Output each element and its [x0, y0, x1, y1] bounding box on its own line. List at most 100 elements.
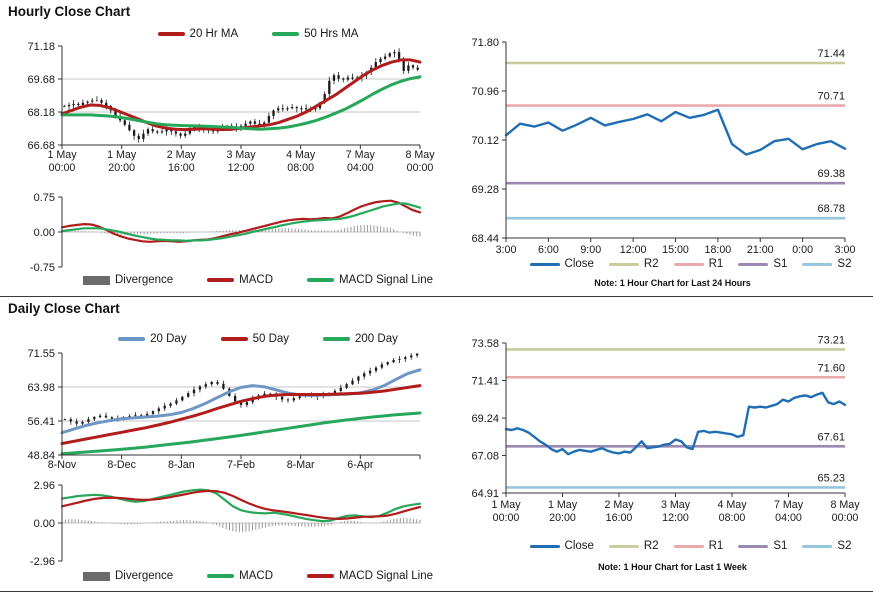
section-divider [0, 296, 873, 297]
legend-item: MACD [207, 570, 273, 582]
svg-text:8 May: 8 May [830, 499, 860, 511]
legend-item: R2 [608, 540, 659, 552]
svg-text:70.12: 70.12 [471, 135, 499, 147]
svg-text:00:00: 00:00 [832, 512, 859, 524]
legend-item: MACD Signal Line [307, 274, 433, 286]
legend-line-swatch-icon [738, 544, 769, 548]
legend-label: MACD Signal Line [339, 570, 433, 582]
svg-text:8-Mar: 8-Mar [287, 459, 315, 471]
svg-text:70.96: 70.96 [471, 86, 499, 98]
legend-label: S2 [837, 540, 852, 552]
legend-line-swatch-icon [118, 337, 146, 341]
svg-text:7 May: 7 May [774, 499, 804, 511]
legend-line-swatch-icon [323, 337, 351, 341]
svg-text:70.71: 70.71 [817, 91, 845, 103]
svg-text:8-Dec: 8-Dec [107, 459, 136, 471]
legend-item: 50 Day [220, 333, 290, 345]
legend-item: Divergence [82, 274, 174, 286]
svg-text:18:00: 18:00 [705, 244, 732, 256]
legend-line-swatch-icon [529, 544, 560, 548]
legend-label: 50 Day [252, 333, 290, 345]
svg-text:8-Nov: 8-Nov [48, 459, 77, 471]
svg-text:1 May: 1 May [47, 149, 77, 161]
svg-text:71.80: 71.80 [471, 37, 499, 49]
hourly-pivot-chart: 71.44 70.71 69.38 68.78 71.80 70.96 70.12 69.28… [471, 37, 856, 256]
legend-label: Divergence [114, 274, 174, 286]
legend-item: 200 Day [323, 333, 398, 345]
hourly-section-title: Hourly Close Chart [8, 4, 131, 19]
svg-text:12:00: 12:00 [228, 162, 255, 174]
legend-label: S1 [773, 540, 788, 552]
hourly-pivot-note: Note: 1 Hour Chart for Last 24 Hours [594, 278, 751, 288]
legend-bar-swatch-icon [82, 571, 110, 581]
svg-text:3:00: 3:00 [835, 244, 856, 256]
svg-text:00:00: 00:00 [493, 512, 520, 524]
svg-text:00:00: 00:00 [407, 162, 434, 174]
svg-text:71.44: 71.44 [817, 48, 845, 60]
legend-item: R1 [673, 540, 723, 552]
svg-text:68.78: 68.78 [817, 203, 845, 215]
svg-text:00:00: 00:00 [49, 162, 76, 174]
legend-line-swatch-icon [802, 262, 833, 266]
svg-text:16:00: 16:00 [606, 512, 633, 524]
svg-text:1 May: 1 May [107, 149, 137, 161]
weekly-pivot-chart: 73.21 71.60 67.61 65.23 73.58 71.41 69.24 67.08… [471, 334, 860, 524]
legend-line-swatch-icon [207, 574, 235, 578]
legend-label: Close [564, 540, 594, 552]
legend-line-swatch-icon [529, 262, 560, 266]
svg-text:04:00: 04:00 [347, 162, 374, 174]
svg-text:63.98: 63.98 [27, 382, 55, 394]
svg-text:0:00: 0:00 [792, 244, 813, 256]
daily-macd-chart: 2.96 0.00 -2.96 [30, 480, 422, 568]
legend-label: R2 [643, 540, 659, 552]
svg-text:1 May: 1 May [548, 499, 578, 511]
svg-text:71.55: 71.55 [27, 348, 55, 360]
svg-text:6-Apr: 6-Apr [347, 459, 374, 471]
svg-text:3:00: 3:00 [496, 244, 517, 256]
daily-section-title: Daily Close Chart [8, 301, 120, 316]
legend-line-swatch-icon [673, 544, 704, 548]
svg-text:67.61: 67.61 [817, 431, 845, 443]
svg-text:0.75: 0.75 [34, 192, 55, 204]
svg-text:48.84: 48.84 [27, 450, 55, 462]
legend-line-swatch-icon [608, 544, 639, 548]
svg-text:73.21: 73.21 [817, 334, 845, 346]
daily-macd-legend: Divergence MACD MACD Signal Line [0, 570, 476, 582]
legend-line-swatch-icon [802, 544, 833, 548]
svg-text:21:00: 21:00 [747, 244, 774, 256]
legend-label: MACD [239, 274, 274, 286]
svg-text:69.68: 69.68 [27, 74, 55, 86]
legend-line-swatch-icon [207, 278, 235, 282]
legend-item: S1 [738, 540, 787, 552]
svg-text:71.18: 71.18 [27, 41, 55, 53]
svg-text:66.68: 66.68 [27, 140, 55, 152]
svg-text:71.41: 71.41 [471, 376, 499, 388]
svg-text:71.60: 71.60 [817, 362, 845, 374]
svg-text:56.41: 56.41 [27, 416, 55, 428]
svg-text:0.00: 0.00 [34, 518, 55, 530]
legend-item: 20 Day [118, 333, 187, 345]
svg-text:0.00: 0.00 [34, 227, 55, 239]
svg-text:04:00: 04:00 [775, 512, 802, 524]
daily-ma-legend: 20 Day 50 Day 200 Day [0, 333, 476, 345]
legend-label: 200 Day [355, 333, 398, 345]
hourly-macd-chart: 0.75 0.00 -0.75 [30, 192, 422, 274]
legend-line-swatch-icon [738, 262, 769, 266]
svg-text:2 May: 2 May [167, 149, 197, 161]
svg-text:3 May: 3 May [226, 149, 256, 161]
legend-line-swatch-icon [307, 574, 335, 578]
svg-text:73.58: 73.58 [471, 338, 499, 350]
svg-text:68.18: 68.18 [27, 107, 55, 119]
weekly-pivot-note: Note: 1 Hour Chart for Last 1 Week [598, 562, 747, 572]
legend-bar-swatch-icon [82, 275, 110, 285]
svg-text:2 May: 2 May [604, 499, 634, 511]
svg-text:1 May: 1 May [491, 499, 521, 511]
svg-text:-2.96: -2.96 [30, 556, 55, 568]
svg-text:4 May: 4 May [717, 499, 747, 511]
legend-line-swatch-icon [608, 262, 639, 266]
svg-text:69.38: 69.38 [817, 168, 845, 180]
legend-label: MACD [239, 570, 274, 582]
svg-text:15:00: 15:00 [662, 244, 689, 256]
